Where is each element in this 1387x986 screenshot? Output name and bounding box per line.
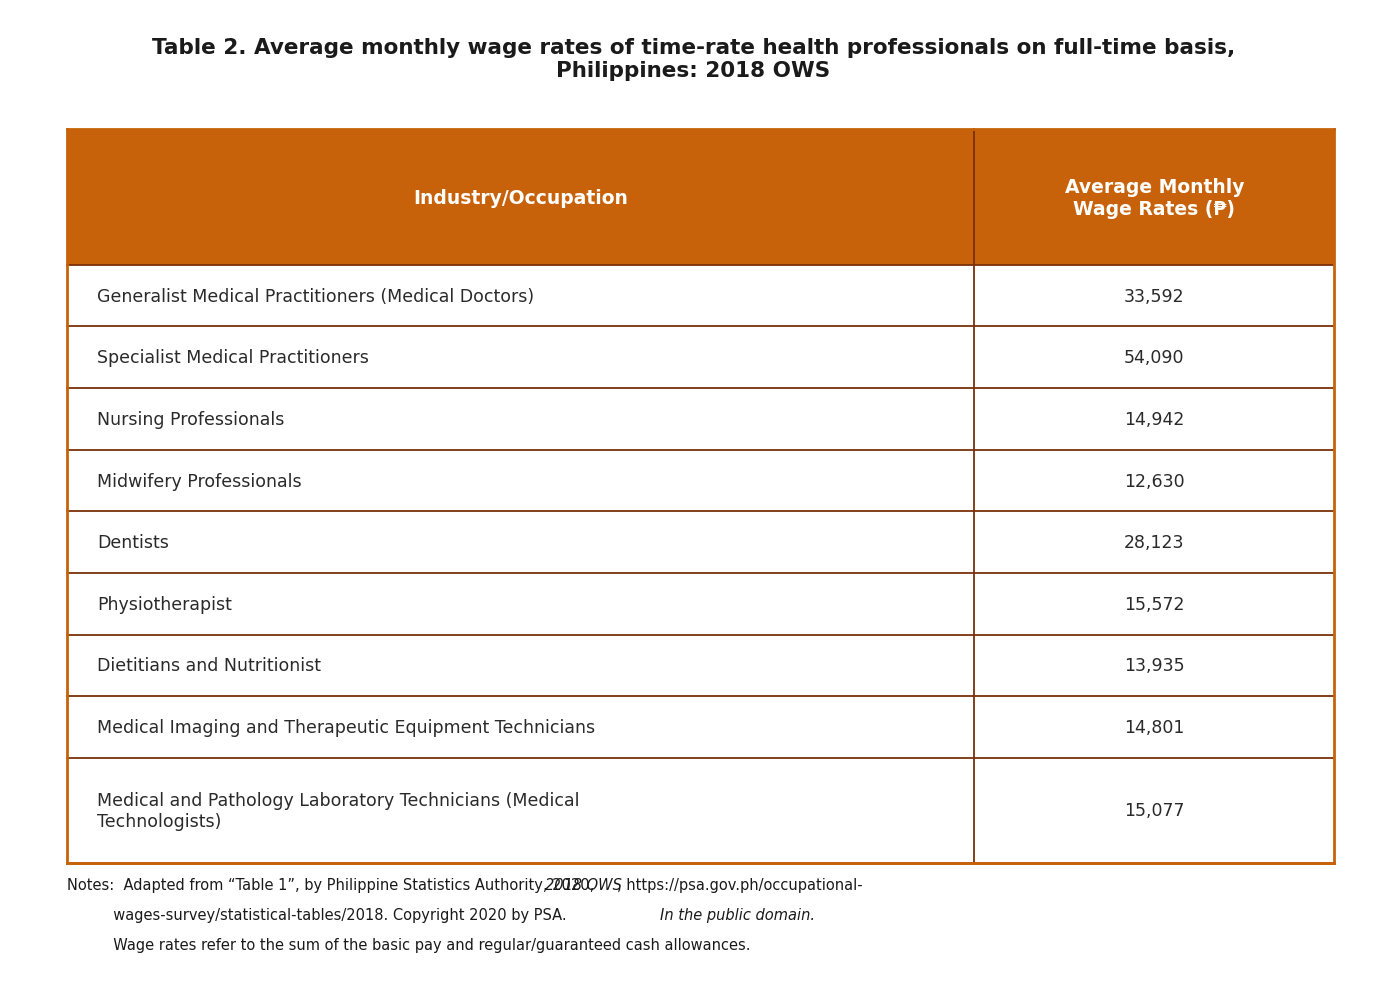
Text: Physiotherapist: Physiotherapist xyxy=(97,596,232,613)
Text: Average Monthly
Wage Rates (₱): Average Monthly Wage Rates (₱) xyxy=(1065,177,1244,218)
Text: Dietitians and Nutritionist: Dietitians and Nutritionist xyxy=(97,657,320,674)
Text: Wage rates refer to the sum of the basic pay and regular/guaranteed cash allowan: Wage rates refer to the sum of the basic… xyxy=(67,937,750,951)
Text: , https://psa.gov.ph/occupational-: , https://psa.gov.ph/occupational- xyxy=(617,878,863,892)
Text: Midwifery Professionals: Midwifery Professionals xyxy=(97,472,302,490)
Text: 12,630: 12,630 xyxy=(1123,472,1184,490)
Text: Dentists: Dentists xyxy=(97,533,169,551)
Text: Medical Imaging and Therapeutic Equipment Technicians: Medical Imaging and Therapeutic Equipmen… xyxy=(97,719,595,737)
Text: 15,572: 15,572 xyxy=(1123,596,1184,613)
Text: 33,592: 33,592 xyxy=(1123,287,1184,306)
Text: Specialist Medical Practitioners: Specialist Medical Practitioners xyxy=(97,349,369,367)
Text: 14,801: 14,801 xyxy=(1123,719,1184,737)
Text: Notes:  Adapted from “Table 1”, by Philippine Statistics Authority, 2020,: Notes: Adapted from “Table 1”, by Philip… xyxy=(67,878,598,892)
Text: 13,935: 13,935 xyxy=(1123,657,1184,674)
Text: Medical and Pathology Laboratory Technicians (Medical
Technologists): Medical and Pathology Laboratory Technic… xyxy=(97,791,580,830)
Text: 2018 OWS: 2018 OWS xyxy=(545,878,621,892)
Text: 54,090: 54,090 xyxy=(1123,349,1184,367)
Text: Industry/Occupation: Industry/Occupation xyxy=(413,188,628,207)
Text: Table 2. Average monthly wage rates of time-rate health professionals on full-ti: Table 2. Average monthly wage rates of t… xyxy=(151,37,1236,81)
Text: 28,123: 28,123 xyxy=(1123,533,1184,551)
Text: 15,077: 15,077 xyxy=(1123,802,1184,819)
Text: In the public domain.: In the public domain. xyxy=(660,907,816,922)
Text: Generalist Medical Practitioners (Medical Doctors): Generalist Medical Practitioners (Medica… xyxy=(97,287,534,306)
Text: wages-survey/statistical-tables/2018. Copyright 2020 by PSA.: wages-survey/statistical-tables/2018. Co… xyxy=(67,907,571,922)
Text: 14,942: 14,942 xyxy=(1123,410,1184,429)
Text: Nursing Professionals: Nursing Professionals xyxy=(97,410,284,429)
